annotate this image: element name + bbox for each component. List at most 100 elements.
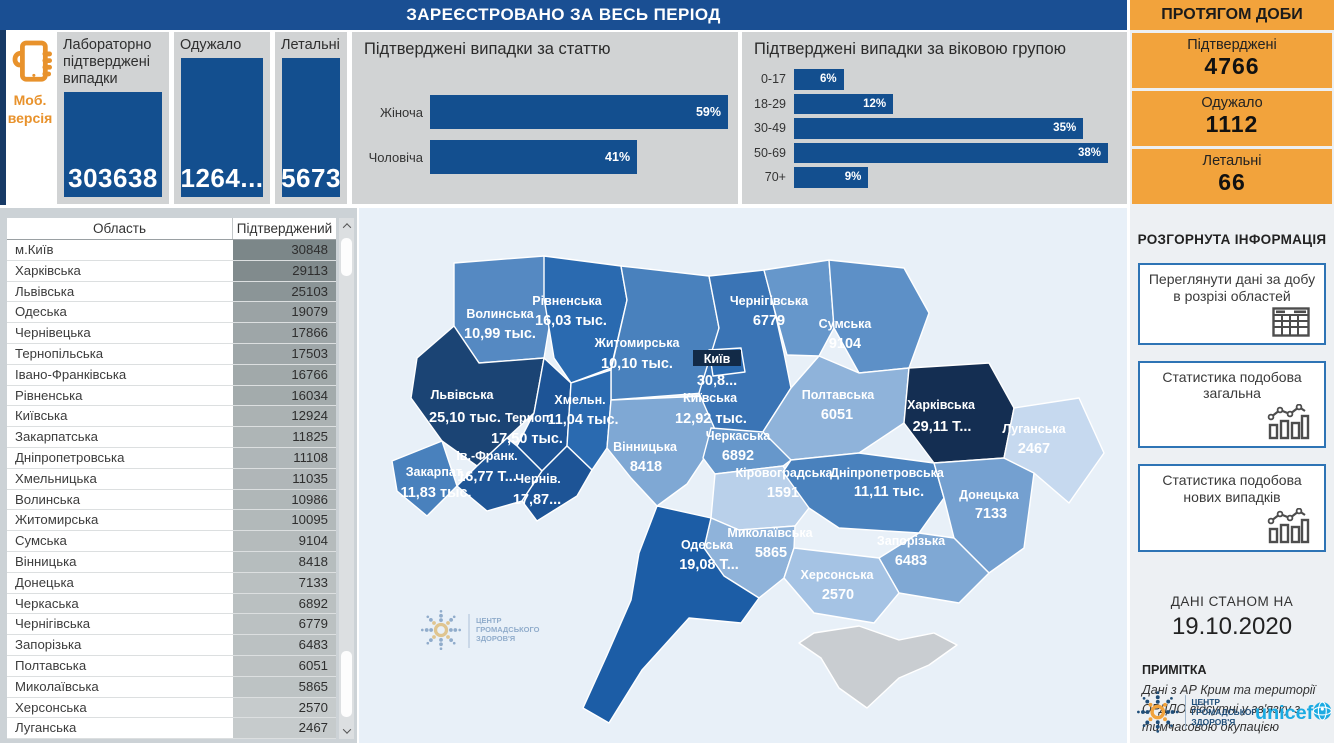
bar-category-label: Жіноча <box>379 104 423 120</box>
table-row[interactable]: м.Київ 30848 <box>7 240 336 261</box>
table-row[interactable]: Львівська 25103 <box>7 281 336 303</box>
bar-value-label: 12% <box>863 97 887 110</box>
daily-card-confirmed[interactable]: Підтверджені 4766 <box>1132 33 1332 88</box>
scrollbar-thumb-lower[interactable] <box>341 651 352 717</box>
table-row[interactable]: Полтавська 6051 <box>7 655 336 677</box>
table-row[interactable]: Волинська 10986 <box>7 489 336 511</box>
table-row[interactable]: Вінницька 8418 <box>7 551 336 573</box>
map-value-kyiv_city: 30,8... <box>697 373 737 389</box>
map-value-volyn: 10,99 тыс. <box>464 326 536 342</box>
bar-track: 59% <box>430 95 728 129</box>
bar-track: 12% <box>794 93 1108 114</box>
card-recovered-bar[interactable]: 1264... <box>181 58 263 197</box>
region-name-cell: Вінницька <box>15 553 77 569</box>
map-label-ivano_frankivska: Ів.-Франк. <box>456 449 517 463</box>
map-value-cherkaska: 6892 <box>722 448 754 464</box>
table-row[interactable]: Херсонська 2570 <box>7 697 336 719</box>
button-stats-new-cases[interactable]: Статистика подобова нових випадків <box>1138 464 1326 552</box>
table-row[interactable]: Хмельницька 11035 <box>7 468 336 490</box>
bar-18-29[interactable]: 12% <box>794 93 894 114</box>
map-value-khersonska: 2570 <box>822 587 854 603</box>
confirmed-value-cell: 30848 <box>233 240 336 260</box>
card-recovered: Одужало 1264... <box>174 32 270 204</box>
map-region-zakarpatska[interactable] <box>391 440 458 517</box>
scroll-down-button[interactable] <box>339 723 354 739</box>
map-label-chernivetska: Чернів. <box>515 472 561 486</box>
map-region-ivano_frankivska[interactable] <box>456 437 543 512</box>
region-table-header: Область Підтверджений <box>7 218 336 240</box>
bar-30-49[interactable]: 35% <box>794 118 1084 139</box>
confirmed-value-cell: 16034 <box>233 385 336 406</box>
daily-card-deaths[interactable]: Летальні 66 <box>1132 149 1332 204</box>
bar-70+[interactable]: 9% <box>794 167 869 188</box>
table-row[interactable]: Тернопільська 17503 <box>7 343 336 365</box>
confirmed-value-cell: 16766 <box>233 364 336 385</box>
region-name-cell: Київська <box>15 408 68 424</box>
confirmed-value-cell: 6051 <box>233 655 336 676</box>
phc-logo-text: ЦЕНТР <box>1191 697 1220 707</box>
bar-Жіноча[interactable]: 59% <box>430 95 728 129</box>
map-label-kyivska: Київська <box>683 391 738 405</box>
confirmed-value-cell: 11825 <box>233 427 336 447</box>
scroll-up-button[interactable] <box>339 218 354 234</box>
card-deaths-bar[interactable]: 5673 <box>281 58 340 197</box>
map-region-chernivetska[interactable] <box>521 445 593 522</box>
table-row[interactable]: Черкаська 6892 <box>7 593 336 615</box>
map-region-luhanska[interactable] <box>1003 397 1105 504</box>
period-header-title: ЗАРЕЄСТРОВАНО ЗА ВЕСЬ ПЕРІОД <box>406 5 721 24</box>
map-region-odeska[interactable] <box>582 505 760 724</box>
confirmed-value-cell: 7133 <box>233 572 336 593</box>
table-row[interactable]: Чернігівська 6779 <box>7 614 336 636</box>
table-row[interactable]: Миколаївська 5865 <box>7 676 336 698</box>
table-row[interactable]: Запорізька 6483 <box>7 635 336 656</box>
bar-50-69[interactable]: 38% <box>794 142 1108 163</box>
table-row[interactable]: Луганська 2467 <box>7 718 336 740</box>
table-row[interactable]: Харківська 29113 <box>7 260 336 282</box>
button-daily-by-region[interactable]: Переглянути дані за добу в розрізі облас… <box>1138 263 1326 345</box>
mobile-phone-hand-icon[interactable] <box>10 38 52 88</box>
confirmed-value-cell: 6892 <box>233 593 336 614</box>
table-row[interactable]: Рівненська 16034 <box>7 385 336 407</box>
table-row[interactable]: Закарпатська 11825 <box>7 427 336 448</box>
table-row[interactable]: Дніпропетровська 11108 <box>7 447 336 469</box>
map-value-kirovohradska: 1591 <box>767 485 799 501</box>
button-stats-total[interactable]: Статистика подобова загальна <box>1138 360 1326 449</box>
age-chart-title: Підтверджені випадки за віковою групою <box>754 40 1067 58</box>
map-value-chernihivska: 6779 <box>753 313 785 329</box>
region-name-cell: Житомирська <box>15 512 99 528</box>
table-row[interactable]: Житомирська 10095 <box>7 510 336 532</box>
confirmed-value-cell: 6779 <box>233 614 336 635</box>
mobile-version-label[interactable]: Моб. версія <box>7 92 53 126</box>
map-region-lviv[interactable] <box>410 325 545 467</box>
table-scrollbar[interactable] <box>339 218 354 739</box>
table-row[interactable]: Київська 12924 <box>7 406 336 428</box>
bar-track: 6% <box>794 69 1108 90</box>
table-icon <box>1144 305 1320 339</box>
column-header-region[interactable]: Область <box>7 218 233 239</box>
table-row[interactable]: Одеська 19079 <box>7 302 336 324</box>
map-region-khersonska[interactable] <box>783 547 900 624</box>
region-name-cell: Чернігівська <box>15 616 91 632</box>
table-row[interactable]: Івано-Франківська 16766 <box>7 364 336 386</box>
table-row[interactable]: Сумська 9104 <box>7 531 336 552</box>
card-lab-confirmed-bar[interactable]: 303638 <box>64 92 162 197</box>
map-region-kharkivska[interactable] <box>903 362 1015 464</box>
table-row[interactable]: Донецька 7133 <box>7 572 336 594</box>
bar-0-17[interactable]: 6% <box>794 69 844 90</box>
daily-card-recovered[interactable]: Одужало 1112 <box>1132 91 1332 146</box>
bar-row-70+: 70+ 9% <box>742 167 1127 188</box>
scrollbar-thumb[interactable] <box>341 238 352 276</box>
column-header-confirmed[interactable]: Підтверджений <box>236 221 333 236</box>
region-name-cell: Черкаська <box>15 595 79 611</box>
daily-confirmed-value: 4766 <box>1204 53 1260 79</box>
mobile-version-block[interactable]: Моб. версія <box>0 30 57 208</box>
region-name-cell: Хмельницька <box>15 470 97 486</box>
region-name-cell: Дніпропетровська <box>15 449 125 465</box>
table-row[interactable]: Чернівецька 17866 <box>7 323 336 344</box>
bar-Чоловіча[interactable]: 41% <box>430 140 638 174</box>
bar-row-30-49: 30-49 35% <box>742 118 1127 139</box>
expanded-info-title: РОЗГОРНУТА ІНФОРМАЦІЯ <box>1137 232 1327 247</box>
phc-watermark-text: ГРОМАДСЬКОГО <box>476 625 540 634</box>
